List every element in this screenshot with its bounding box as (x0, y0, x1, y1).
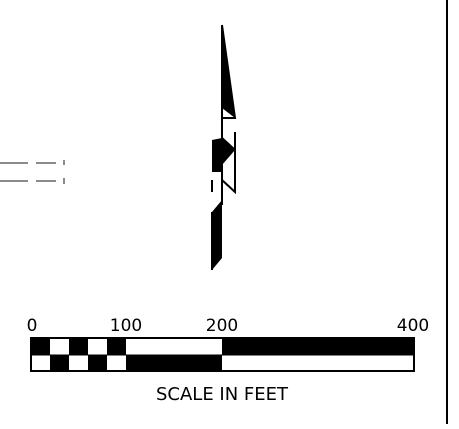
scale-segment (107, 338, 126, 355)
scale-segment (222, 338, 414, 355)
scale-label-400: 400 (397, 316, 429, 336)
scale-segment (31, 338, 50, 355)
dashed-line-fragment (0, 160, 65, 184)
scale-bar (30, 337, 415, 372)
scale-label-200: 200 (206, 316, 238, 336)
scale-segment (69, 338, 88, 355)
scale-segment (50, 355, 69, 371)
scale-label-100: 100 (110, 316, 142, 336)
north-arrow-icon (211, 24, 237, 270)
scale-segment (126, 355, 222, 371)
scale-label-0: 0 (27, 316, 38, 336)
scale-caption: SCALE IN FEET (156, 384, 289, 405)
scale-segment (88, 355, 107, 371)
